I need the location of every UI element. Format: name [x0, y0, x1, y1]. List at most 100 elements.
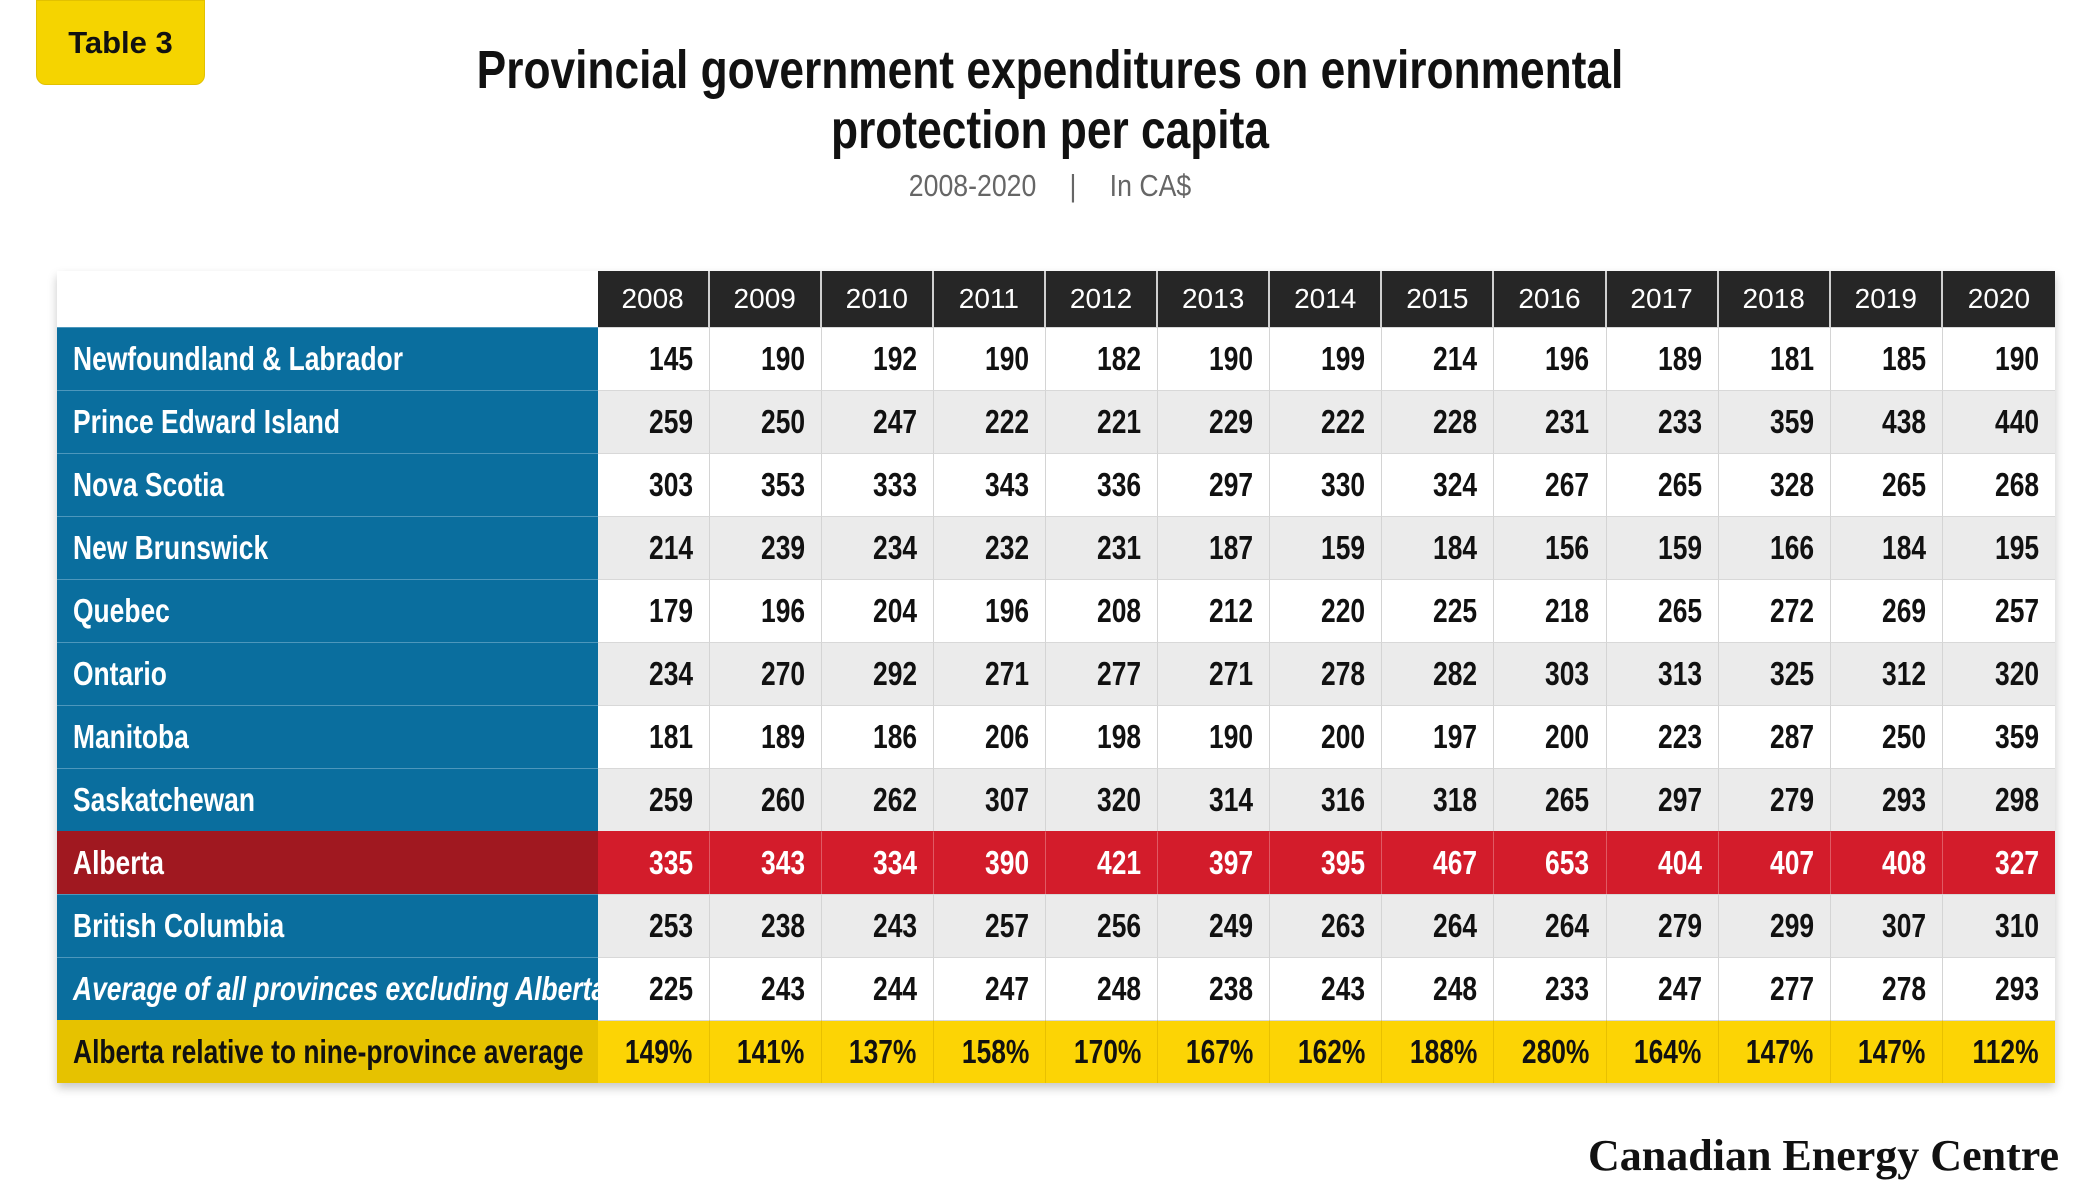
- table-cell: 247: [821, 390, 934, 453]
- table-cell: 440: [1942, 390, 2055, 453]
- cell-value: 112%: [1972, 1033, 2039, 1070]
- cell-value: 249: [1209, 907, 1254, 944]
- cell-value: 421: [1097, 844, 1142, 881]
- table-cell: 257: [1942, 579, 2055, 642]
- column-header-year: 2017: [1606, 271, 1719, 327]
- row-label: Alberta relative to nine-province averag…: [57, 1020, 598, 1083]
- row-label-text: Alberta relative to nine-province averag…: [73, 1033, 584, 1070]
- cell-value: 287: [1769, 718, 1814, 755]
- table-cell: 293: [1942, 957, 2055, 1020]
- table-cell: 298: [1942, 768, 2055, 831]
- cell-value: 335: [648, 844, 693, 881]
- cell-value: 222: [984, 403, 1029, 440]
- cell-value: 243: [760, 970, 805, 1007]
- cell-value: 653: [1545, 844, 1590, 881]
- table-cell: 287: [1718, 705, 1831, 768]
- table-cell: 208: [1045, 579, 1159, 642]
- row-label-text: Prince Edward Island: [73, 403, 341, 440]
- table-cell: 212: [1158, 579, 1271, 642]
- subtitle-years: 2008-2020: [908, 168, 1037, 203]
- row-label-text: Manitoba: [73, 718, 189, 755]
- table-cell: 190: [1942, 327, 2055, 390]
- table-cell: 265: [1606, 579, 1719, 642]
- subtitle-units: In CA$: [1109, 168, 1192, 203]
- table-cell: 303: [597, 453, 710, 516]
- cell-value: 190: [984, 340, 1029, 377]
- cell-value: 189: [1657, 340, 1702, 377]
- cell-value: 265: [1657, 592, 1702, 629]
- table-cell: 243: [709, 957, 822, 1020]
- table-cell: 313: [1606, 642, 1719, 705]
- cell-value: 272: [1769, 592, 1814, 629]
- table-cell: 249: [1158, 894, 1271, 957]
- table-cell: 262: [821, 768, 934, 831]
- table-cell: 250: [709, 390, 822, 453]
- row-label-text: Average of all provinces excluding Alber…: [73, 970, 598, 1007]
- table-cell: 390: [933, 831, 1046, 894]
- table-cell: 264: [1494, 894, 1607, 957]
- cell-value: 225: [648, 970, 693, 1007]
- cell-value: 267: [1545, 466, 1590, 503]
- table-cell: 220: [1270, 579, 1383, 642]
- table-cell: 159: [1606, 516, 1719, 579]
- row-label: Nova Scotia: [57, 453, 598, 516]
- table-cell: 282: [1382, 642, 1495, 705]
- cell-value: 259: [648, 781, 693, 818]
- table-cell: 438: [1830, 390, 1943, 453]
- column-header-year: 2009: [709, 271, 822, 327]
- table-cell: 234: [597, 642, 710, 705]
- table-cell: 272: [1718, 579, 1831, 642]
- table-cell: 231: [1045, 516, 1159, 579]
- cell-value: 248: [1097, 970, 1142, 1007]
- title-line-2: protection per capita: [831, 100, 1269, 160]
- cell-value: 353: [760, 466, 805, 503]
- cell-value: 440: [1994, 403, 2039, 440]
- column-header-year: 2020: [1942, 271, 2055, 327]
- table-row: British Columbia 253 238 243 257 256 249 263 264…: [57, 894, 2055, 957]
- cell-value: 268: [1994, 466, 2039, 503]
- table-cell: 277: [1045, 642, 1159, 705]
- cell-value: 279: [1769, 781, 1814, 818]
- cell-value: 247: [1657, 970, 1702, 1007]
- table-cell: 260: [709, 768, 822, 831]
- table-cell: 233: [1606, 390, 1719, 453]
- cell-value: 265: [1545, 781, 1590, 818]
- table-cell: 297: [1606, 768, 1719, 831]
- table-cell: 395: [1270, 831, 1383, 894]
- cell-value: 195: [1994, 529, 2039, 566]
- cell-value: 221: [1097, 403, 1142, 440]
- table-cell: 271: [933, 642, 1046, 705]
- table-cell: 277: [1718, 957, 1831, 1020]
- cell-value: 303: [1545, 655, 1590, 692]
- cell-value: 390: [984, 844, 1029, 881]
- title-line-1: Provincial government expenditures on en…: [476, 40, 1624, 100]
- table-cell: 159: [1270, 516, 1383, 579]
- table-cell: 307: [1830, 894, 1943, 957]
- cell-value: 271: [984, 655, 1029, 692]
- cell-value: 333: [872, 466, 917, 503]
- cell-value: 162%: [1297, 1033, 1366, 1070]
- table-cell: 137%: [821, 1020, 934, 1083]
- cell-value: 359: [1994, 718, 2039, 755]
- chart-title: Provincial government expenditures on en…: [189, 40, 1911, 160]
- cell-value: 265: [1881, 466, 1926, 503]
- table-cell: 408: [1830, 831, 1943, 894]
- cell-value: 343: [984, 466, 1029, 503]
- table-cell: 206: [933, 705, 1046, 768]
- table-row: Ontario 234 270 292 271 277 271 278 282 303 313 325…: [57, 642, 2055, 705]
- column-header-year: 2019: [1830, 271, 1943, 327]
- table-cell: 233: [1494, 957, 1607, 1020]
- cell-value: 229: [1209, 403, 1254, 440]
- table-cell: 112%: [1942, 1020, 2055, 1083]
- cell-value: 190: [1209, 340, 1254, 377]
- cell-value: 200: [1321, 718, 1366, 755]
- table-body: Newfoundland & Labrador 145 190 192 190 182 19…: [57, 327, 2055, 1083]
- cell-value: 145: [648, 340, 693, 377]
- table-cell: 185: [1830, 327, 1943, 390]
- cell-value: 328: [1769, 466, 1814, 503]
- table-cell: 333: [821, 453, 934, 516]
- table-cell: 158%: [933, 1020, 1046, 1083]
- table-cell: 196: [933, 579, 1046, 642]
- header-corner: [57, 271, 598, 327]
- cell-value: 257: [1994, 592, 2039, 629]
